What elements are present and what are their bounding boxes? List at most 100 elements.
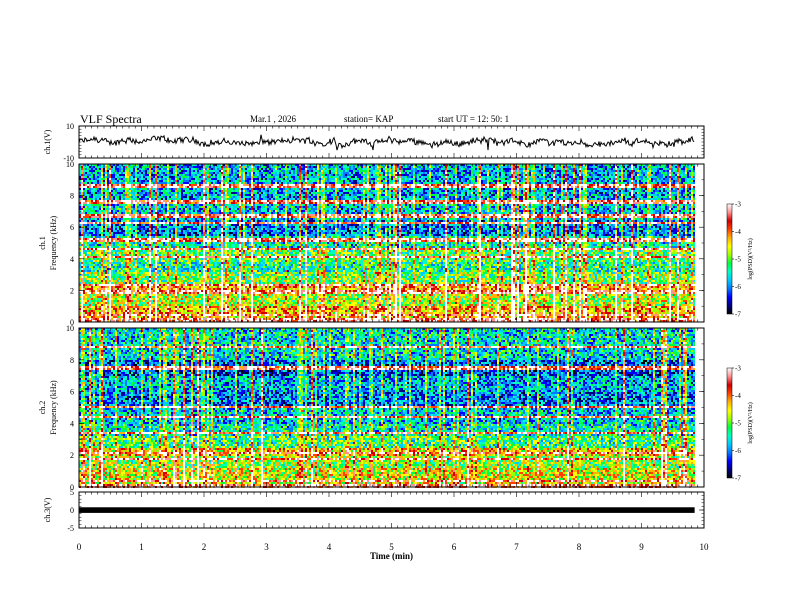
ch1-spectrogram-cell <box>87 244 89 246</box>
ch1-spectrogram-cell <box>93 318 95 320</box>
ch1-spectrogram-cell <box>87 240 89 242</box>
ch1-spectrogram-cell <box>81 302 83 304</box>
ch1-spectrogram-cell <box>95 206 97 208</box>
ch1-spectrogram-cell <box>87 172 89 174</box>
ch1-spectrogram-cell <box>95 300 97 302</box>
ch1-spectrogram-cell <box>81 264 83 266</box>
ch1-spectrogram-cell <box>85 292 87 294</box>
ch1-spectrogram-cell <box>89 310 91 312</box>
ch1-spectrogram-cell <box>95 210 97 212</box>
ch1-spectrogram-cell <box>83 166 85 168</box>
ch1-spectrogram-cell <box>97 218 99 220</box>
ch1-spectrogram-cell <box>99 286 101 288</box>
ch1-spectrogram-cell <box>87 290 89 292</box>
ch1-spectrogram-cell <box>99 190 101 192</box>
ch1-spectrogram-cell <box>81 262 83 264</box>
ch1-spectrogram-cell <box>83 184 85 186</box>
ch1-spectrogram-cell <box>81 250 83 252</box>
ch1-spectrogram-cell <box>83 260 85 262</box>
ch1-spectrogram-cell <box>99 170 101 172</box>
ch1-spectrogram-cell <box>93 276 95 278</box>
ch1-spectrogram-cell <box>81 270 83 272</box>
ch1-spectrogram-cell <box>81 260 83 262</box>
ch1-spectrogram-cell <box>81 230 83 232</box>
ch1-spectrogram-cell <box>93 316 95 318</box>
ch1-spectrogram-cell <box>89 246 91 248</box>
ch1-spectrogram-cell <box>83 186 85 188</box>
ch1-spectrogram-cell <box>83 254 85 256</box>
ch1-spectrogram-cell <box>93 208 95 210</box>
ch1-spectrogram-cell <box>97 200 99 202</box>
ch1-spectrogram-cell <box>95 308 97 310</box>
ch1-spectrogram-cell <box>91 192 93 194</box>
ch1-spectrogram-cell <box>93 302 95 304</box>
ch1-spectrogram-cell <box>85 252 87 254</box>
ch1-spectrogram-cell <box>91 250 93 252</box>
ch1-spectrogram-cell <box>81 248 83 250</box>
ch1-spectrogram-cell <box>95 258 97 260</box>
ch1-spectrogram-cell <box>101 184 103 186</box>
ch1-spectrogram-cell <box>91 256 93 258</box>
ch1-spectrogram-cell <box>99 210 101 212</box>
ch1-spectrogram-cell <box>87 250 89 252</box>
ch1-spectrogram-cell <box>89 242 91 244</box>
ch1-spectrogram-cell <box>87 188 89 190</box>
ch1-spectrogram-cell <box>97 264 99 266</box>
ch1-spectrogram-cell <box>101 168 103 170</box>
ch1-spectrogram-cell <box>81 304 83 306</box>
ch1-spectrogram-cell <box>91 264 93 266</box>
ch1-spectrogram-cell <box>81 188 83 190</box>
ch1-spectrogram-cell <box>89 222 91 224</box>
ch1-spectrogram-cell <box>99 204 101 206</box>
ch1-spectrogram-cell <box>93 294 95 296</box>
ch1-spectrogram-cell <box>89 308 91 310</box>
ch1-spectrogram-cell <box>91 234 93 236</box>
ch1-spectrogram-cell <box>97 304 99 306</box>
ch1-spectrogram-cell <box>95 170 97 172</box>
ch1-spectrogram-cell <box>97 196 99 198</box>
ch1-spectrogram-cell <box>93 212 95 214</box>
ch1-spectrogram-cell <box>97 224 99 226</box>
ch1-spectrogram-cell <box>99 290 101 292</box>
ch1-spectrogram-cell <box>89 188 91 190</box>
ch1-spectrogram-cell <box>83 176 85 178</box>
ch1-spectrogram-cell <box>87 302 89 304</box>
ch1-spectrogram-cell <box>101 180 103 182</box>
ch1-spectrogram-cell <box>83 196 85 198</box>
ch1-spectrogram-cell <box>89 306 91 308</box>
ch1-spectrogram-cell <box>99 274 101 276</box>
ch1-spectrogram-cell <box>97 250 99 252</box>
ch1-spectrogram-cell <box>91 218 93 220</box>
ch1-spectrogram-cell <box>99 238 101 240</box>
ch1-spectrogram-cell <box>85 250 87 252</box>
ch1-spectrogram-cell <box>97 176 99 178</box>
ch1-spectrogram-cell <box>85 238 87 240</box>
ch1-spectrogram-cell <box>95 240 97 242</box>
ch1-spectrogram-cell <box>93 300 95 302</box>
ch1-spectrogram-cell <box>85 232 87 234</box>
ch1-spectrogram-cell <box>87 262 89 264</box>
ch1-spectrogram-cell <box>87 196 89 198</box>
ch1-spectrogram-cell <box>101 194 103 196</box>
ch1-spectrogram-cell <box>83 304 85 306</box>
ch1-spectrogram-cell <box>91 244 93 246</box>
ch1-spectrogram-cell <box>87 260 89 262</box>
ch1-spectrogram-cell <box>97 286 99 288</box>
ch1-spectrogram-cell <box>81 240 83 242</box>
ch1-spectrogram-cell <box>93 314 95 316</box>
ch1-spectrogram-cell <box>89 240 91 242</box>
ch1-spectrogram-cell <box>91 168 93 170</box>
ch1-spectrogram-cell <box>83 306 85 308</box>
ch1-spectrogram-cell <box>97 174 99 176</box>
ch1-spectrogram-cell <box>85 258 87 260</box>
ch1-spectrogram-cell <box>81 256 83 258</box>
ch1-spectrogram-cell <box>83 312 85 314</box>
ch1-spectrogram-cell <box>83 296 85 298</box>
ch1-spectrogram-cell <box>91 230 93 232</box>
ch1-spectrogram-cell <box>97 222 99 224</box>
ch1-spectrogram-cell <box>91 278 93 280</box>
ch1-waveform-trace <box>79 135 694 150</box>
ch1-spectrogram-cell <box>93 204 95 206</box>
ch1-spectrogram-cell <box>97 248 99 250</box>
ch1-spectrogram-cell <box>81 166 83 168</box>
